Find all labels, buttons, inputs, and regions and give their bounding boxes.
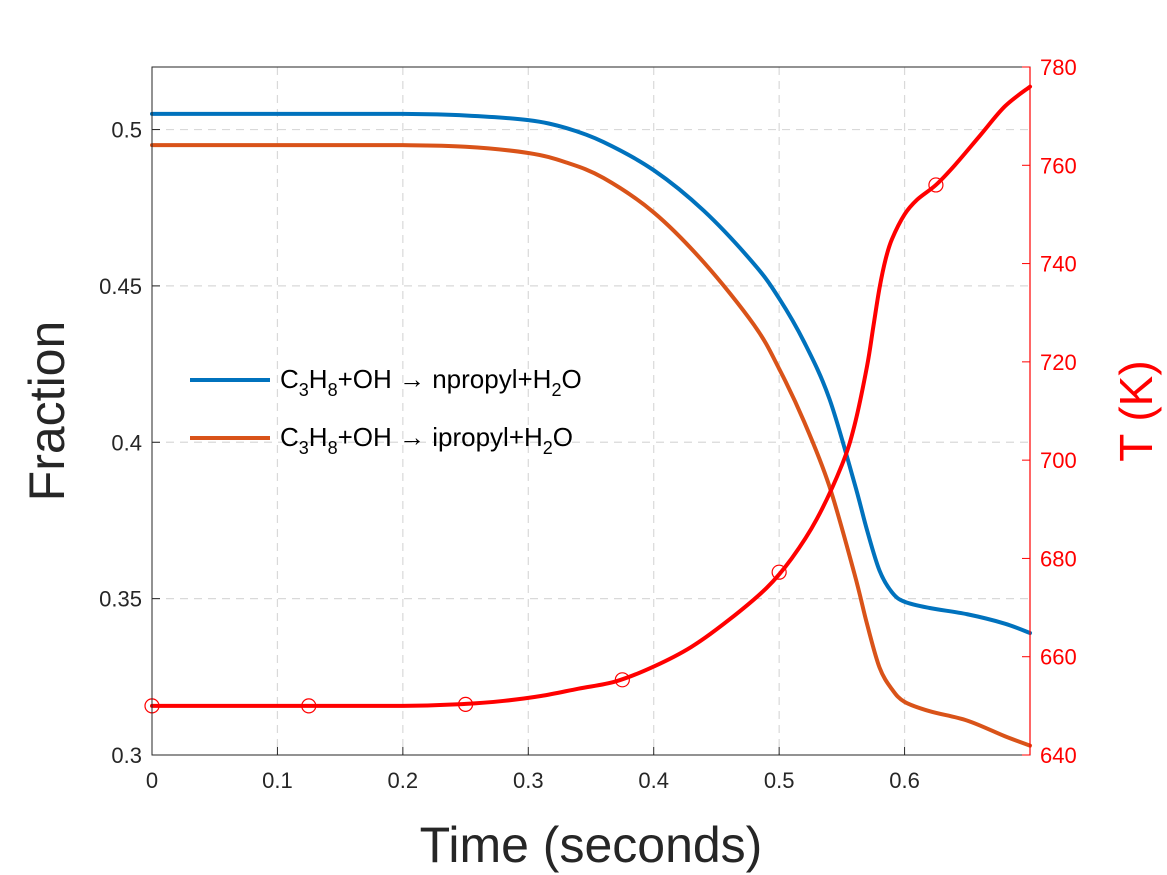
y-axis-label: Fraction: [19, 321, 75, 502]
y2-tick-label: 740: [1040, 252, 1077, 277]
series-line-0: [150, 111, 1032, 636]
series-marker: [457, 696, 474, 712]
y2-tick-label: 720: [1040, 350, 1077, 375]
plot-background: [152, 67, 1030, 755]
y2-tick-label: 680: [1040, 546, 1077, 571]
x-tick-label: 0.3: [513, 768, 544, 793]
series-line-1: [150, 143, 1032, 748]
y-tick-label: 0.4: [111, 430, 142, 455]
y2-tick-label: 660: [1040, 645, 1077, 670]
legend: C3H8+OH → npropyl+H2O C3H8+OH → ipropyl+…: [190, 364, 582, 458]
series-marker: [771, 564, 787, 580]
y2-tick-label: 640: [1040, 743, 1077, 768]
series-marker: [614, 672, 630, 688]
x-tick-label: 0.1: [262, 768, 293, 793]
x-tick-label: 0.2: [388, 768, 419, 793]
grid: [152, 67, 1030, 755]
y2-tick-label: 700: [1040, 448, 1077, 473]
y-tick-label: 0.5: [111, 118, 142, 143]
y2-tick-label: 760: [1040, 153, 1077, 178]
x-tick-label: 0.6: [889, 768, 920, 793]
x-axis-label: Time (seconds): [420, 817, 763, 873]
legend-label-ipropyl: C3H8+OH → ipropyl+H2O: [280, 422, 573, 458]
y-tick-label: 0.35: [99, 587, 142, 612]
x-tick-label: 0: [146, 768, 158, 793]
series-layer: [144, 84, 1032, 748]
series-marker: [301, 698, 317, 714]
y2-tick-label: 780: [1040, 55, 1077, 80]
y2-axis-label: T (K): [1110, 360, 1162, 461]
y-tick-label: 0.3: [111, 743, 142, 768]
x-tick-label: 0.5: [764, 768, 795, 793]
series-line-2: [150, 84, 1032, 709]
series-marker: [928, 177, 944, 193]
ticks: 0 0.1 0.2 0.3 0.4 0.5 0.6 0.3 0.35 0.4 0.45 0.5 640 6…: [99, 55, 1077, 793]
legend-label-npropyl: C3H8+OH → npropyl+H2O: [280, 364, 582, 400]
y-tick-label: 0.45: [99, 274, 142, 299]
x-tick-label: 0.4: [638, 768, 669, 793]
